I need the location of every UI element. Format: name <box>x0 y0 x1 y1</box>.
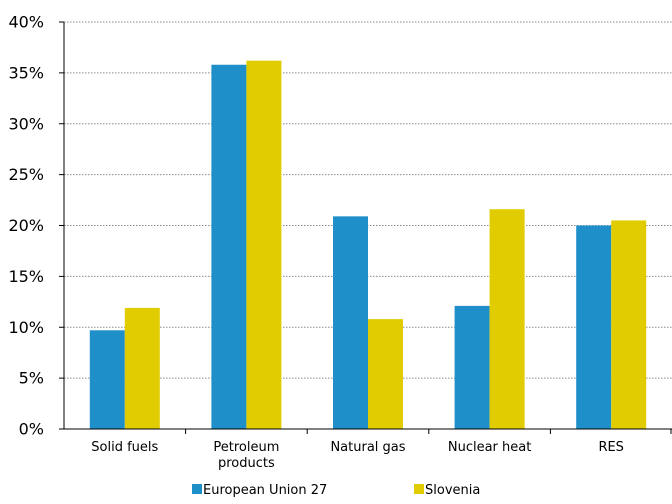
y-tick-label: 30% <box>8 114 44 133</box>
legend-swatch <box>192 484 202 494</box>
legend-label: European Union 27 <box>203 483 327 498</box>
x-tick-label: RES <box>598 440 624 455</box>
bar-slovenia <box>368 319 403 429</box>
bar-eu27 <box>454 305 490 429</box>
x-tick-label: Solid fuels <box>91 440 158 455</box>
x-tick-label: Natural gas <box>330 440 405 455</box>
legend-swatch <box>414 484 424 494</box>
y-tick-label: 25% <box>8 165 44 184</box>
bar-eu27 <box>89 330 125 429</box>
legend-label: Slovenia <box>425 483 480 498</box>
y-tick-label: 5% <box>19 369 44 388</box>
x-tick-label: Petroleum products <box>213 440 279 471</box>
bar-eu27 <box>211 64 247 430</box>
legend: European Union 27 Slovenia <box>192 483 480 498</box>
bar-slovenia <box>611 220 647 429</box>
y-tick-label: 40% <box>8 13 44 32</box>
bar-eu27 <box>576 225 612 429</box>
x-tick-label: Nuclear heat <box>448 440 531 455</box>
y-tick-label: 0% <box>19 420 44 439</box>
x-tick-label-line: Petroleum <box>213 440 279 455</box>
y-tick-label: 10% <box>8 318 44 337</box>
bar-slovenia <box>489 209 525 429</box>
bar-eu27 <box>333 216 368 429</box>
y-tick-label: 35% <box>8 63 44 82</box>
x-tick-label-line: products <box>218 456 275 471</box>
x-tick-labels: Solid fuels Petroleum products Natural gas N… <box>91 440 624 471</box>
y-tick-label: 15% <box>8 267 44 286</box>
x-tick-label-line: Natural gas <box>330 440 405 455</box>
x-tick-label-line: RES <box>598 440 624 455</box>
y-tick-labels: 0% 5% 10% 15% 20% 25% 30% 35% 40% <box>8 13 44 439</box>
axes <box>59 21 672 434</box>
y-tick-label: 20% <box>8 216 44 235</box>
bar-slovenia <box>124 307 160 429</box>
bars <box>89 60 647 430</box>
x-tick-label-line: Nuclear heat <box>448 440 531 455</box>
x-tick-label-line: Solid fuels <box>91 440 158 455</box>
bar-slovenia <box>246 60 282 429</box>
